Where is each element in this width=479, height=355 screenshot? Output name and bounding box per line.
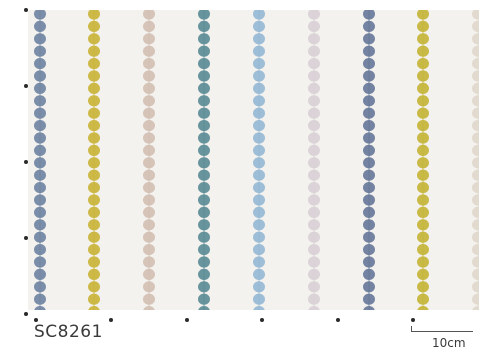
ruler-dot xyxy=(24,236,28,240)
ruler-dot xyxy=(34,318,38,322)
dot-stripe xyxy=(197,10,211,310)
dot-stripe xyxy=(252,10,266,310)
ruler-dot xyxy=(185,318,189,322)
ruler-dot xyxy=(24,160,28,164)
ruler-dot xyxy=(411,318,415,322)
product-code: SC8261 xyxy=(34,322,103,342)
dot-stripe xyxy=(142,10,156,310)
scale-label: 10cm xyxy=(432,336,466,350)
dot-stripe xyxy=(307,10,321,310)
ruler-dot xyxy=(24,8,28,12)
fabric-swatch xyxy=(28,10,479,310)
dot-stripe xyxy=(471,10,479,310)
dot-stripe xyxy=(362,10,376,310)
scale-bar xyxy=(411,326,473,332)
dot-stripe xyxy=(87,10,101,310)
dot-stripe xyxy=(416,10,430,310)
ruler-dot xyxy=(260,318,264,322)
dot-stripe xyxy=(33,10,47,310)
ruler-dot xyxy=(24,84,28,88)
ruler-dot xyxy=(24,312,28,316)
ruler-dot xyxy=(336,318,340,322)
ruler-dot xyxy=(109,318,113,322)
